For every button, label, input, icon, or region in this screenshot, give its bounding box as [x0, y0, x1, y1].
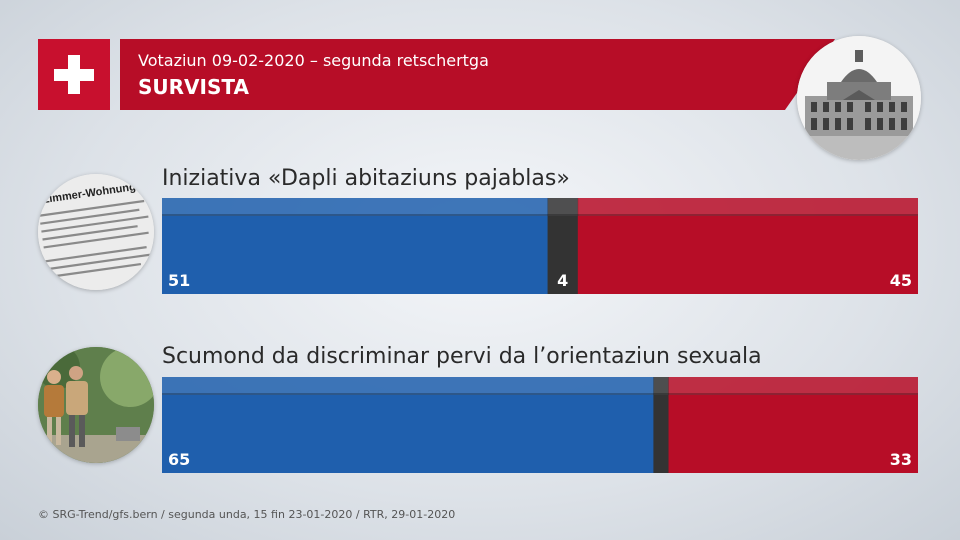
swiss-flag — [38, 39, 110, 110]
bar-segment-yes — [162, 395, 654, 473]
bar-segment-yes — [162, 216, 549, 294]
question-title-1: Iniziativa «Dapli abitaziuns pajablas» — [162, 166, 570, 191]
bar-segment-undecided — [547, 216, 579, 294]
question-title-2: Scumond da discriminar pervi da l’orient… — [162, 344, 762, 369]
stacked-bar-2: 65 33 — [162, 377, 918, 473]
header-title: SURVISTA — [138, 75, 249, 99]
bar-strip-yes — [162, 198, 549, 216]
bar-strip-no — [577, 198, 918, 216]
bar-strip-shadow — [162, 214, 918, 216]
bar-strip-shadow — [162, 393, 918, 395]
bar-segment-no — [668, 395, 918, 473]
bar-segment-no — [577, 216, 918, 294]
header-banner: Votaziun 09-02-2020 – segunda retschertg… — [120, 39, 835, 110]
bar-segment-undecided — [653, 395, 670, 473]
couple-walking-image — [38, 347, 154, 463]
header-subtitle: Votaziun 09-02-2020 – segunda retschertg… — [138, 51, 489, 70]
source-footer: © SRG-Trend/gfs.bern / segunda unda, 15 … — [38, 508, 456, 521]
newspaper-ads-image: -Zimmer-Wohnung — [38, 174, 154, 290]
bar-label-no: 45 — [890, 271, 912, 290]
bar-strip-yes — [162, 377, 654, 395]
parliament-building-image — [797, 36, 921, 160]
stacked-bar-1: 51 4 45 — [162, 198, 918, 294]
bar-strip-no — [668, 377, 918, 395]
bar-strip-undecided — [653, 377, 670, 395]
bar-label-yes: 65 — [168, 450, 190, 469]
bar-strip-undecided — [547, 198, 579, 216]
bar-label-no: 33 — [890, 450, 912, 469]
bar-label-undecided: 4 — [557, 271, 568, 290]
flag-cross-horizontal — [54, 69, 94, 81]
bar-label-yes: 51 — [168, 271, 190, 290]
